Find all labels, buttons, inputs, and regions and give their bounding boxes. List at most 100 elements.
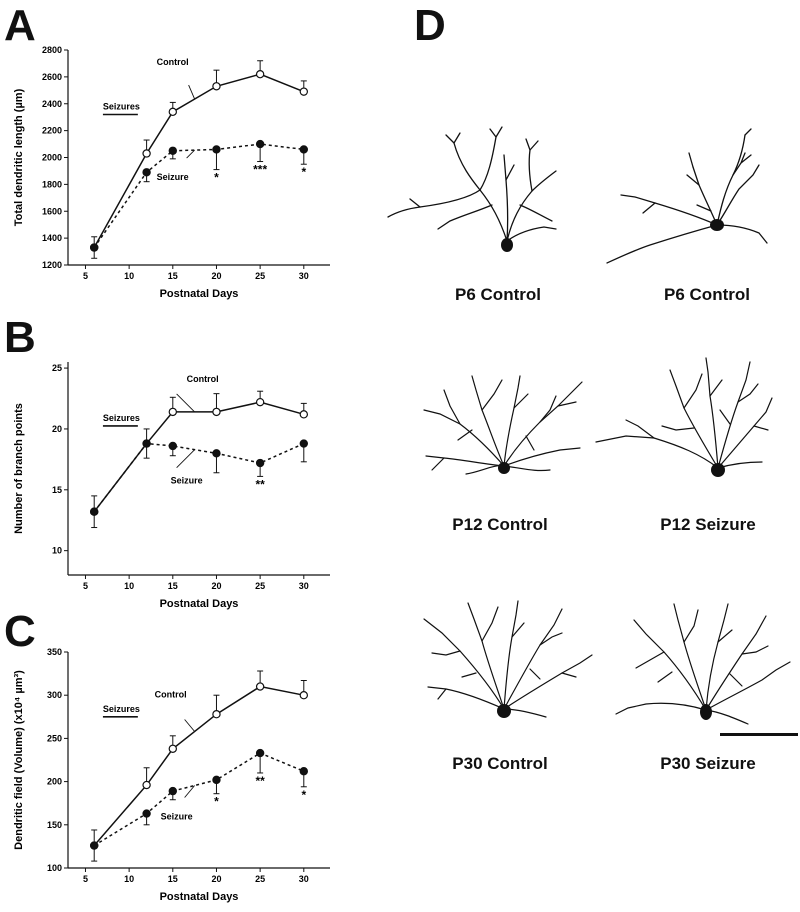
panel-letter-d: D (414, 1, 446, 50)
neuron-p6-control-1 (387, 126, 557, 252)
data-point-control (168, 107, 177, 117)
data-point-seizure (299, 145, 308, 154)
y-tick-label: 25 (52, 363, 62, 373)
data-point-control (255, 682, 265, 691)
control-leader-line (188, 84, 196, 100)
significance-marker: ** (255, 774, 265, 788)
x-tick-label: 15 (168, 874, 178, 884)
data-point-seizure (168, 786, 177, 796)
series-line-seizure (93, 442, 305, 513)
control-series-label: Control (187, 374, 219, 384)
data-point-control (299, 87, 308, 96)
series-line-seizure (93, 143, 304, 248)
significance-marker: * (214, 171, 219, 185)
x-tick-label: 5 (83, 874, 88, 884)
y-axis-label: Dendritic field (Volume) (x10⁴ µm³) (13, 670, 25, 850)
x-tick-label: 5 (83, 581, 88, 591)
y-tick-label: 150 (47, 820, 62, 830)
data-point-seizure (299, 767, 308, 776)
data-point-control (299, 410, 308, 419)
data-point-seizure (255, 458, 265, 468)
control-leader-line (176, 393, 195, 413)
control-leader-line (184, 719, 195, 732)
neuron-p12-seizure (595, 357, 773, 477)
y-tick-label: 250 (47, 733, 62, 743)
data-point-seizure (89, 841, 99, 850)
x-tick-label: 25 (255, 874, 265, 884)
data-point-seizure (168, 146, 177, 155)
neuron-caption-p30-control: P30 Control (452, 754, 548, 773)
significance-marker: * (214, 795, 219, 809)
significance-marker: * (301, 165, 306, 179)
seizure-period-label: Seizures (103, 413, 140, 423)
x-tick-label: 30 (299, 874, 309, 884)
significance-marker: * (301, 788, 306, 802)
seizure-leader-line (186, 149, 195, 159)
data-point-seizure (142, 168, 151, 177)
data-point-seizure (89, 243, 99, 252)
data-point-seizure (212, 775, 221, 785)
y-tick-label: 15 (52, 485, 62, 495)
x-tick-label: 20 (211, 581, 221, 591)
data-point-control (142, 149, 151, 158)
y-tick-label: 200 (47, 777, 62, 787)
neuron-p30-control (423, 600, 593, 718)
neuron-caption-p12-control: P12 Control (452, 515, 548, 534)
data-point-control (212, 710, 221, 719)
y-tick-label: 10 (52, 546, 62, 556)
y-tick-label: 1400 (42, 233, 62, 243)
data-point-seizure (212, 145, 221, 154)
y-tick-label: 350 (47, 647, 62, 657)
data-point-seizure (212, 449, 221, 458)
x-tick-label: 10 (124, 874, 134, 884)
neuron-p12-control (423, 375, 583, 475)
chart-b-branch-points: 10 15 20 25 5 10 15 20 25 30 Postnatal Days Number … (13, 362, 330, 610)
data-point-control (255, 397, 265, 407)
series-line-control (93, 685, 304, 847)
y-tick-label: 300 (47, 690, 62, 700)
data-point-seizure (255, 748, 265, 758)
data-point-seizure (255, 139, 265, 149)
x-tick-label: 10 (124, 581, 134, 591)
data-point-control (142, 780, 151, 790)
panel-letter-c: C (4, 607, 36, 656)
data-point-seizure (142, 809, 151, 818)
neuron-caption-p6-control-2: P6 Control (664, 285, 750, 304)
data-point-control (168, 744, 177, 753)
control-series-label: Control (155, 689, 187, 699)
seizure-period-label: Seizures (103, 102, 140, 112)
data-point-seizure (89, 507, 99, 516)
y-tick-label: 20 (52, 424, 62, 434)
y-tick-label: 2800 (42, 45, 62, 55)
seizure-leader-line (184, 785, 195, 798)
series-line-control (93, 73, 305, 248)
y-tick-label: 2600 (42, 72, 62, 82)
neuron-caption-p30-seizure: P30 Seizure (660, 754, 756, 773)
y-tick-label: 1600 (42, 206, 62, 216)
data-point-seizure (299, 439, 308, 448)
x-tick-label: 25 (255, 581, 265, 591)
significance-marker: *** (253, 163, 267, 177)
y-tick-label: 1200 (42, 260, 62, 270)
neuron-caption-p12-seizure: P12 Seizure (660, 515, 756, 534)
data-point-seizure (142, 439, 151, 448)
neuron-p30-seizure (615, 603, 791, 725)
significance-marker: ** (255, 477, 265, 491)
x-tick-label: 25 (255, 271, 265, 281)
x-tick-label: 10 (124, 271, 134, 281)
y-tick-label: 2000 (42, 153, 62, 163)
y-axis-label: Total dendritic length (µm) (13, 88, 25, 226)
chart-c-dendritic-field: 100 150 200 250 300 350 5 10 15 20 25 30 Postnatal D… (13, 647, 330, 903)
panel-letter-a: A (4, 1, 36, 50)
seizure-series-label: Seizure (157, 172, 189, 182)
x-axis-label: Postnatal Days (160, 288, 239, 300)
neuron-p6-control-2 (606, 128, 768, 264)
panel-letter-b: B (4, 313, 36, 362)
data-point-control (168, 407, 177, 417)
x-tick-label: 30 (299, 581, 309, 591)
chart-a-dendritic-length: 1200 1400 1600 1800 2000 2200 2400 2600 2800 5 10 1… (13, 45, 330, 300)
y-tick-label: 2400 (42, 99, 62, 109)
data-point-control (299, 690, 308, 700)
x-tick-label: 20 (211, 271, 221, 281)
data-point-control (212, 82, 221, 91)
